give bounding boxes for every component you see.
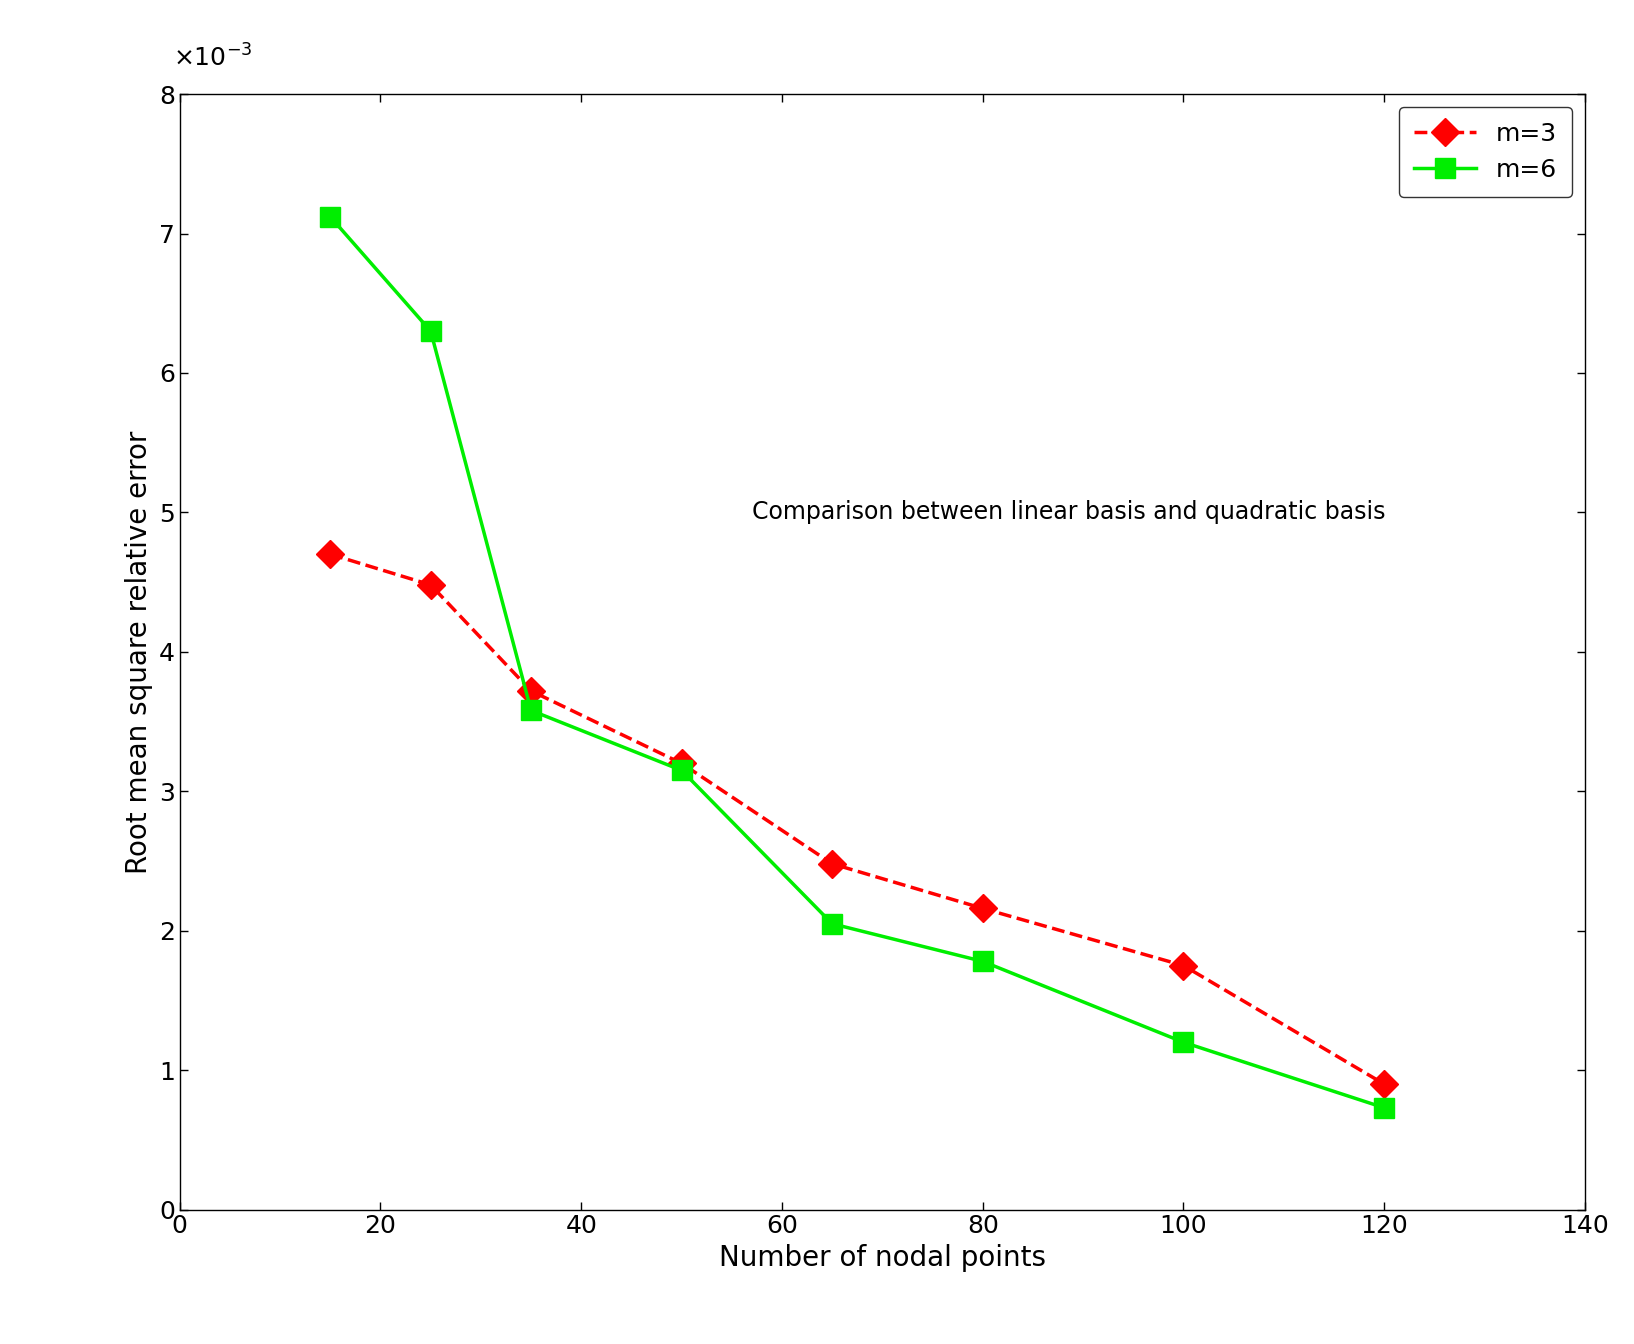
m=3 (521, 683, 541, 699)
m=3 (1173, 957, 1193, 973)
X-axis label: Number of nodal points: Number of nodal points (719, 1245, 1046, 1271)
m=6 (521, 703, 541, 719)
m=6 (320, 208, 340, 224)
m=6 (1374, 1099, 1394, 1116)
m=6 (422, 323, 441, 339)
Line: m=3: m=3 (320, 544, 1394, 1094)
m=6 (1173, 1035, 1193, 1051)
m=6 (672, 762, 691, 778)
m=6 (972, 953, 992, 969)
m=3 (822, 856, 842, 872)
m=3 (422, 577, 441, 593)
Text: $\times 10^{-3}$: $\times 10^{-3}$ (173, 44, 252, 71)
m=3 (672, 755, 691, 771)
m=3 (320, 546, 340, 562)
Y-axis label: Root mean square relative error: Root mean square relative error (126, 430, 154, 874)
Text: Comparison between linear basis and quadratic basis: Comparison between linear basis and quad… (752, 500, 1386, 524)
Line: m=6: m=6 (320, 207, 1394, 1117)
Legend: m=3, m=6: m=3, m=6 (1399, 106, 1572, 198)
m=3 (972, 900, 992, 917)
m=3 (1374, 1077, 1394, 1093)
m=6 (822, 915, 842, 931)
